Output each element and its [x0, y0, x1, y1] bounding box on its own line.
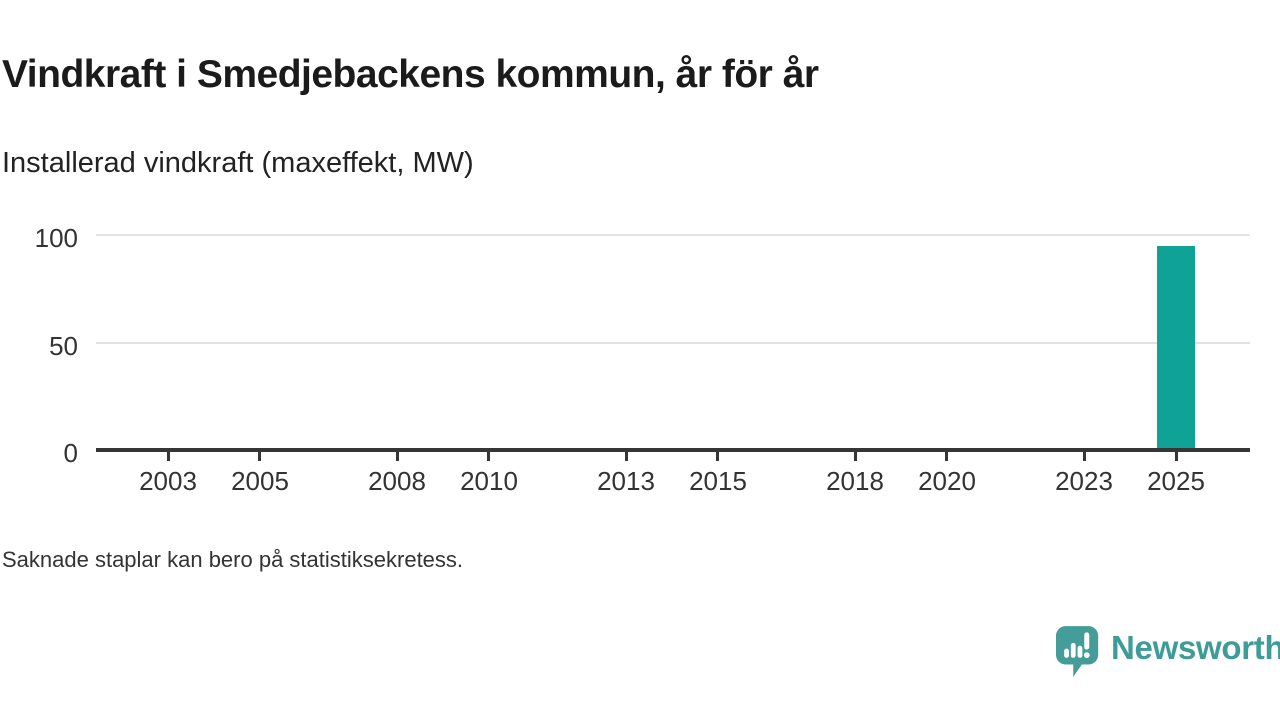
x-tick-2013	[625, 452, 628, 461]
x-axis-label-2023: 2023	[1055, 466, 1113, 496]
x-tick-2018	[854, 452, 857, 461]
x-tick-2003	[167, 452, 170, 461]
chart-subtitle: Installerad vindkraft (maxeffekt, MW)	[2, 147, 474, 179]
newsworthy-logo: Newsworthy	[1056, 626, 1280, 679]
x-tick-2015	[716, 452, 719, 461]
x-tick-2005	[258, 452, 261, 461]
x-axis-label-2003: 2003	[139, 466, 197, 496]
x-axis-label-2020: 2020	[918, 466, 976, 496]
y-gridline-100	[96, 234, 1250, 236]
x-tick-2010	[487, 452, 490, 461]
y-axis-label-50: 50	[49, 331, 78, 361]
x-axis-label-2010: 2010	[460, 466, 518, 496]
footnote: Saknade staplar kan bero på statistiksek…	[2, 547, 464, 572]
newsworthy-bubble-chart-icon	[1056, 626, 1099, 677]
x-axis-label-2015: 2015	[689, 466, 747, 496]
x-axis-label-2025: 2025	[1147, 466, 1205, 496]
y-axis-label-100: 100	[34, 223, 78, 253]
x-axis-line	[96, 448, 1250, 452]
x-axis-label-2013: 2013	[597, 466, 655, 496]
x-axis-label-2008: 2008	[368, 466, 426, 496]
x-tick-2008	[396, 452, 399, 461]
newsworthy-wordmark: Newsworthy	[1111, 629, 1280, 666]
y-gridline-50	[96, 342, 1250, 344]
chart-title: Vindkraft i Smedjebackens kommun, år för…	[2, 53, 819, 96]
bar-2025	[1157, 246, 1195, 452]
y-axis-label-0: 0	[63, 438, 78, 468]
x-tick-2023	[1083, 452, 1086, 461]
x-axis-label-2005: 2005	[231, 466, 289, 496]
x-tick-2020	[945, 452, 948, 461]
x-tick-2025	[1175, 452, 1178, 461]
x-axis-label-2018: 2018	[826, 466, 884, 496]
